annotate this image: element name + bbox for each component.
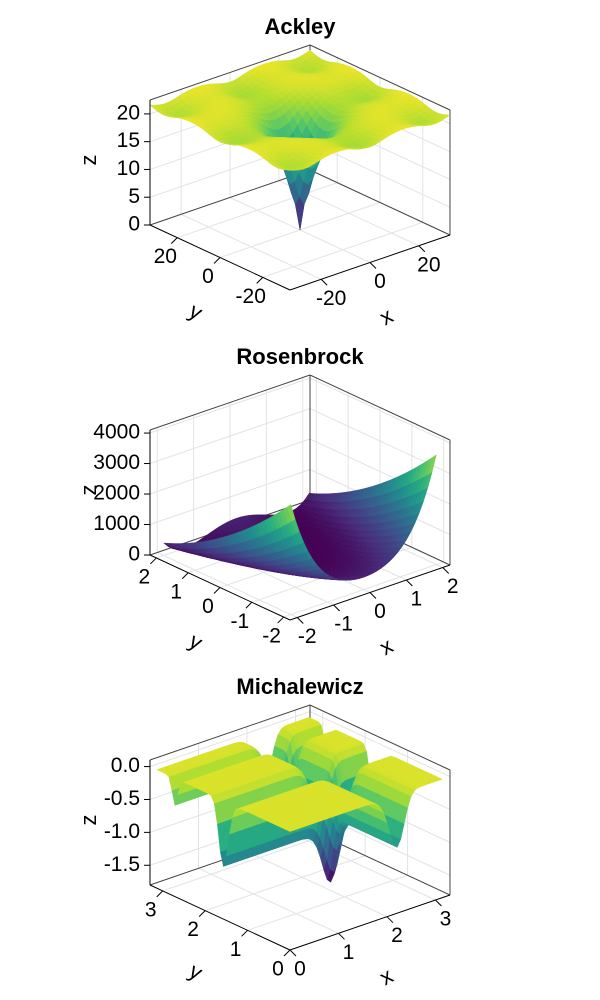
y-axis-label: y	[185, 628, 207, 655]
x-tick-label: 0	[374, 600, 386, 623]
x-axis-label: x	[375, 963, 397, 990]
tick-mark	[369, 592, 377, 599]
box-edge	[309, 374, 451, 441]
tick-mark	[256, 276, 264, 284]
tick-mark	[283, 949, 291, 957]
tick-mark	[333, 604, 340, 612]
tick-mark	[156, 890, 164, 898]
z-tick-label: -1.0	[104, 820, 140, 843]
tick-mark	[435, 899, 442, 907]
box-edge	[149, 44, 311, 101]
x-tick-label: 1	[343, 941, 355, 964]
z-tick-label: 0.0	[111, 754, 140, 777]
y-tick-label: 0	[202, 265, 214, 288]
tick-mark	[418, 245, 426, 253]
grid-line	[149, 408, 311, 465]
tick-mark	[245, 601, 253, 609]
tick-mark	[213, 587, 221, 594]
box-edge	[149, 169, 311, 226]
y-tick-label: 1	[230, 938, 242, 961]
y-tick-label: 2	[187, 918, 199, 941]
z-tick-label: 20	[117, 101, 140, 124]
y-tick-label: 0	[272, 958, 284, 981]
subplot: Rosenbrock-2-1012-2-10120100020003000400…	[76, 344, 459, 660]
y-tick-label: -2	[262, 625, 281, 648]
tick-mark	[198, 910, 206, 917]
y-axis-label: y	[185, 298, 207, 325]
tick-mark	[181, 572, 189, 580]
tick-mark	[338, 932, 345, 940]
y-tick-label: -1	[230, 610, 249, 633]
box-edge	[309, 169, 451, 236]
z-tick-label: -1.5	[104, 853, 140, 876]
y-tick-label: 3	[145, 898, 157, 921]
z-tick-label: 10	[117, 157, 140, 180]
tick-mark	[320, 278, 328, 286]
z-tick-label: 15	[117, 129, 140, 152]
chart-title: Ackley	[265, 14, 337, 39]
z-tick-label: 3000	[93, 451, 140, 474]
z-tick-label: 2000	[93, 482, 140, 505]
z-tick-label: 0	[128, 543, 140, 566]
z-tick-label: 4000	[93, 421, 140, 444]
y-axis	[149, 224, 291, 291]
chart-title: Michalewicz	[236, 674, 363, 699]
tick-mark	[150, 557, 157, 565]
y-tick-label: -20	[236, 285, 266, 308]
x-axis-label: x	[375, 633, 397, 660]
tick-mark	[170, 237, 178, 245]
box-edge	[309, 44, 451, 111]
z-tick-label: -0.5	[104, 787, 140, 810]
tick-mark	[289, 949, 297, 957]
tick-mark	[213, 257, 221, 264]
surface	[156, 717, 443, 883]
y-tick-label: 2	[139, 566, 151, 589]
grid-line	[177, 182, 338, 239]
x-tick-label: -1	[334, 613, 353, 636]
x-tick-label: 2	[447, 575, 459, 598]
surface	[149, 49, 451, 231]
z-axis-label: z	[76, 815, 101, 826]
x-axis-label: x	[375, 303, 397, 330]
y-axis-label: y	[185, 958, 207, 985]
z-tick-label: 1000	[93, 512, 140, 535]
tick-mark	[296, 617, 304, 624]
tick-mark	[442, 567, 450, 574]
grid-line	[149, 438, 311, 495]
x-tick-label: -20	[316, 287, 346, 310]
y-tick-label: 20	[154, 245, 177, 268]
grid-line	[283, 561, 444, 618]
chart-title: Rosenbrock	[236, 344, 364, 369]
tick-mark	[277, 616, 284, 624]
x-tick-label: 2	[391, 924, 403, 947]
x-tick-label: -2	[298, 625, 317, 648]
surface	[163, 454, 437, 581]
x-tick-label: 1	[411, 588, 423, 611]
z-tick-label: 5	[128, 185, 140, 208]
tick-mark	[386, 916, 394, 924]
x-axis	[289, 234, 451, 291]
tick-mark	[241, 929, 248, 937]
tick-mark	[369, 262, 377, 269]
grid-line	[149, 377, 311, 434]
grid-line	[309, 377, 451, 444]
z-axis-label: z	[76, 485, 101, 496]
x-tick-label: 20	[417, 253, 440, 276]
y-tick-label: 0	[202, 595, 214, 618]
box-edge	[149, 374, 311, 431]
subplot: Ackley -20 0 20 -20 0 20 0 5 10 15 20 x y z	[76, 14, 451, 330]
tick-mark	[406, 579, 413, 587]
z-axis-label: z	[76, 155, 101, 166]
grid-line	[309, 438, 451, 505]
x-tick-label: 0	[374, 270, 386, 293]
y-tick-label: 1	[170, 580, 182, 603]
grid-line	[262, 221, 423, 278]
x-tick-label: 0	[294, 958, 306, 981]
x-tick-label: 3	[440, 908, 452, 931]
grid-line	[149, 469, 311, 525]
z-tick-label: 0	[128, 213, 140, 236]
y-axis	[149, 884, 291, 951]
